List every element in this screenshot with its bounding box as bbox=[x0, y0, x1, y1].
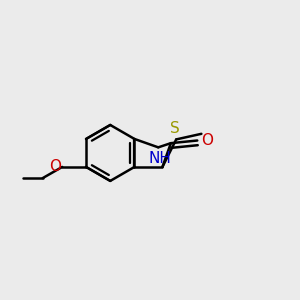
Text: O: O bbox=[201, 133, 213, 148]
Text: O: O bbox=[49, 158, 61, 173]
Text: NH: NH bbox=[148, 151, 171, 166]
Text: S: S bbox=[170, 122, 180, 136]
